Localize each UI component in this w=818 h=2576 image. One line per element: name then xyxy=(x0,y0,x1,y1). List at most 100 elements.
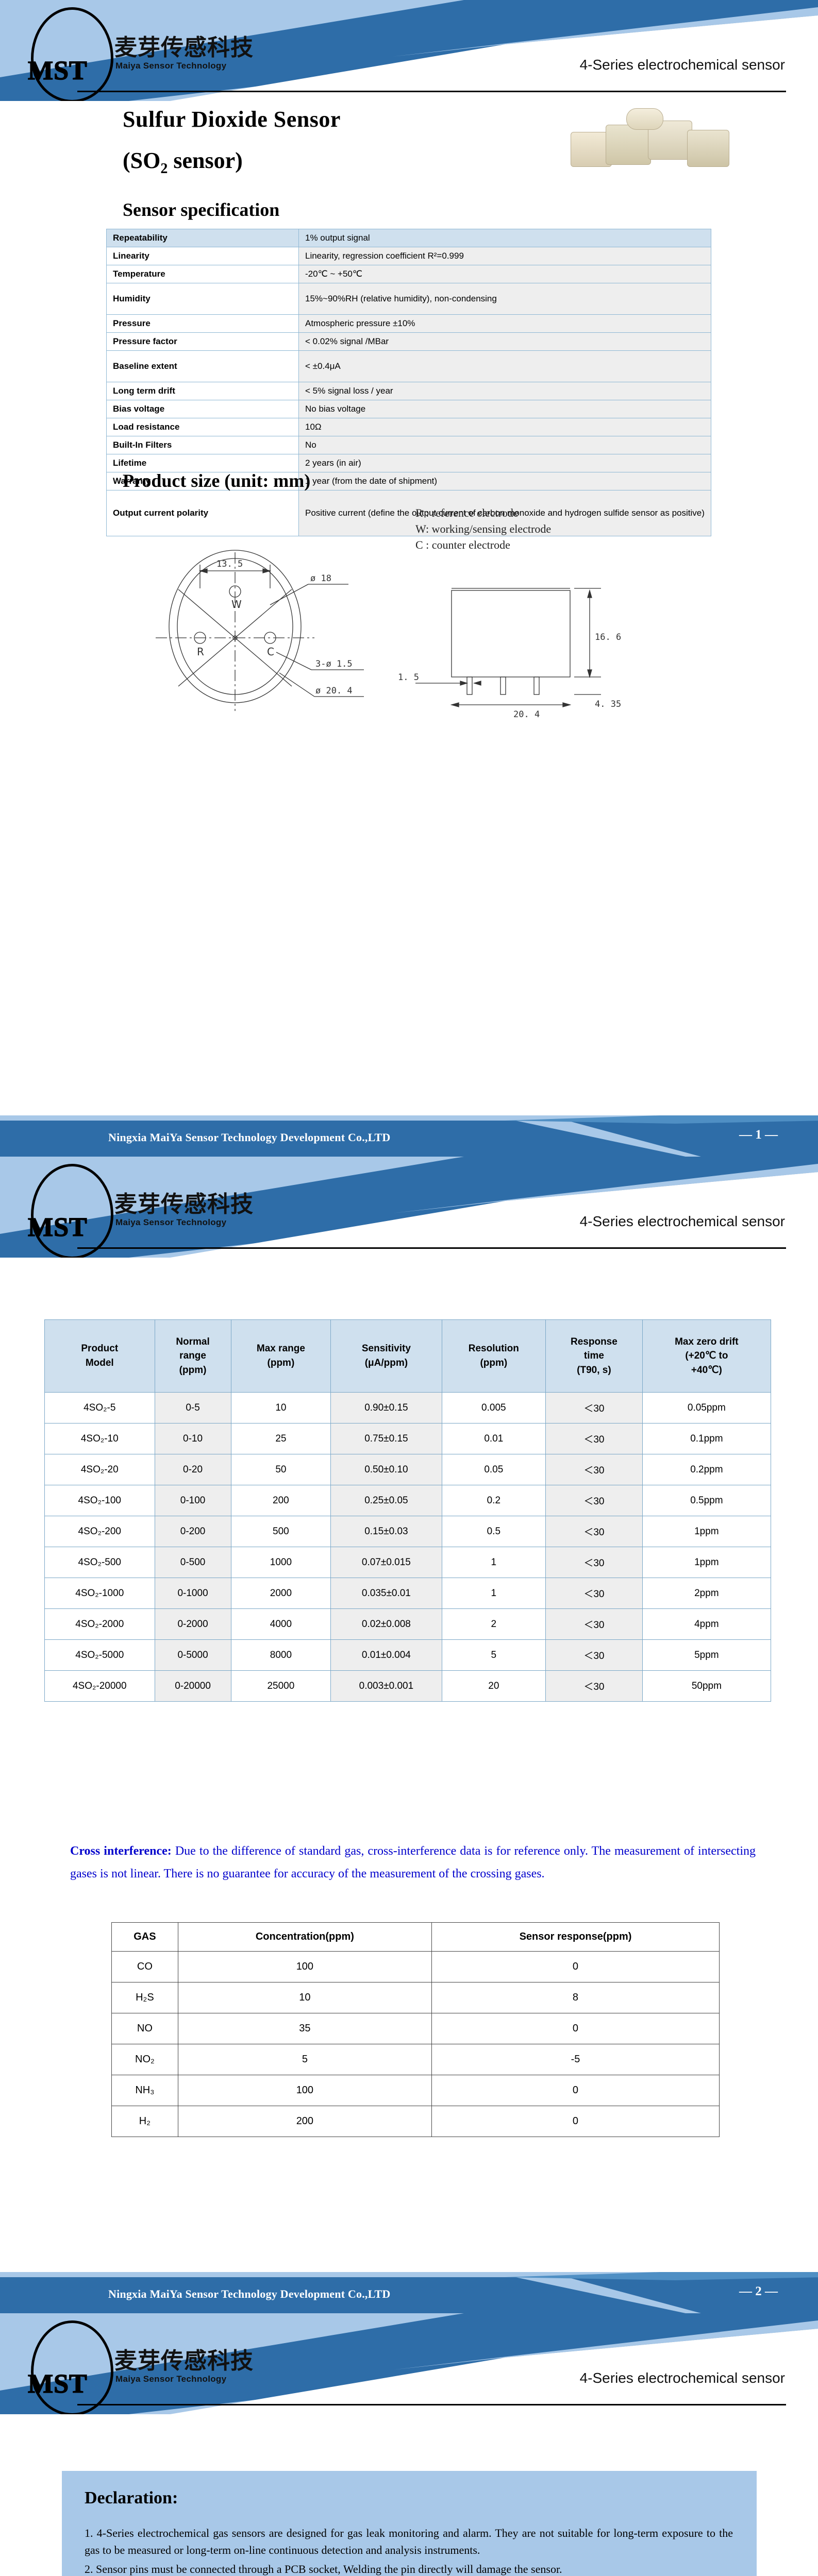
label-c: C xyxy=(267,646,274,658)
spec-key: Lifetime xyxy=(106,454,299,472)
table-cell: ＜30 xyxy=(545,1608,643,1640)
page-3: MST 麦芽传感科技 Maiya Sensor Technology 4-Ser… xyxy=(0,2313,818,2576)
spec-value: < 0.02% signal /MBar xyxy=(298,332,711,351)
footer-company-name: Ningxia MaiYa Sensor Technology Developm… xyxy=(108,1131,391,1144)
table-cell: 100 xyxy=(177,2075,432,2106)
label-r: R xyxy=(197,646,204,658)
column-header: Product Model xyxy=(44,1319,155,1393)
table-cell: 4SO₂-20 xyxy=(44,1454,155,1485)
table-row: H₂S 10 8 xyxy=(111,1982,720,2013)
table-row: Repeatability 1% output signal xyxy=(106,229,711,247)
table-row: 4SO₂-1000 0-1000 2000 0.035±0.01 1 ＜30 2ppm xyxy=(44,1578,772,1609)
table-row: Baseline extent < ±0.4μA xyxy=(106,350,711,382)
page-footer: Ningxia MaiYa Sensor Technology Developm… xyxy=(0,2272,818,2313)
sensor-specification-table: Repeatability 1% output signal Linearity Li… xyxy=(106,229,711,536)
table-cell: ＜30 xyxy=(545,1485,643,1516)
column-header: Resolution (ppm) xyxy=(441,1319,546,1393)
table-header-row: GAS Concentration(ppm) Sensor response(ppm… xyxy=(111,1922,720,1952)
page-subtitle: (SO2 sensor) xyxy=(123,147,243,177)
table-row: Load resistance 10Ω xyxy=(106,418,711,436)
table-row: Bias voltage No bias voltage xyxy=(106,400,711,418)
table-cell: 0.90±0.15 xyxy=(330,1392,442,1423)
table-cell: 0.2 xyxy=(441,1485,546,1516)
table-row: 4SO₂-500 0-500 1000 0.07±0.015 1 ＜30 1ppm xyxy=(44,1547,772,1578)
table-cell: ＜30 xyxy=(545,1423,643,1454)
table-cell: 4ppm xyxy=(642,1608,772,1640)
table-cell: 0-20000 xyxy=(154,1670,231,1702)
table-row: NO 35 0 xyxy=(111,2013,720,2044)
spec-heading: Sensor specification xyxy=(123,199,280,220)
legend-w: W: working/sensing electrode xyxy=(415,522,552,536)
page-number: — 1 — xyxy=(739,1128,778,1142)
table-row: H₂ 200 0 xyxy=(111,2106,720,2137)
logo-english-name: Maiya Sensor Technology xyxy=(115,1217,227,1227)
spec-value: Linearity, regression coefficient R²=0.9… xyxy=(298,247,711,265)
column-header: Concentration(ppm) xyxy=(177,1922,432,1952)
table-cell: 2ppm xyxy=(642,1578,772,1609)
dim-d18-label: ø 18 xyxy=(310,573,331,584)
column-header: Sensitivity (μA/ppm) xyxy=(330,1319,442,1393)
page-3-content: Declaration: 1. 4-Series electrochemical… xyxy=(0,2414,818,2576)
table-cell: CO xyxy=(111,1951,178,1982)
table-cell: NH₃ xyxy=(111,2075,178,2106)
spec-key: Baseline extent xyxy=(106,350,299,382)
header-rule xyxy=(77,1247,786,1249)
cross-interference-text: Due to the difference of standard gas, c… xyxy=(70,1844,756,1881)
table-row: Built-In Filters No xyxy=(106,436,711,454)
table-cell: 1ppm xyxy=(642,1547,772,1578)
table-cell: 4SO₂-100 xyxy=(44,1485,155,1516)
column-header: GAS xyxy=(111,1922,178,1952)
cross-interference-label: Cross interference: xyxy=(70,1844,172,1858)
table-cell: 8000 xyxy=(230,1639,331,1671)
logo-mst-text: MST xyxy=(27,1212,88,1243)
table-cell: 500 xyxy=(230,1516,331,1547)
logo-english-name: Maiya Sensor Technology xyxy=(115,2374,227,2384)
spec-key: Warranty xyxy=(106,472,299,490)
spec-key: Pressure factor xyxy=(106,332,299,351)
spec-key: Pressure xyxy=(106,314,299,333)
table-cell: 0.05ppm xyxy=(642,1392,772,1423)
subtitle-pre: (SO xyxy=(123,148,161,173)
table-cell: 4SO₂-20000 xyxy=(44,1670,155,1702)
table-cell: 4SO₂-1000 xyxy=(44,1578,155,1609)
table-cell: ＜30 xyxy=(545,1392,643,1423)
table-cell: 0.003±0.001 xyxy=(330,1670,442,1702)
table-cell: 5ppm xyxy=(642,1639,772,1671)
spec-value: < 5% signal loss / year xyxy=(298,382,711,400)
logo-oval-icon xyxy=(31,7,113,101)
table-cell: 20 xyxy=(441,1670,546,1702)
table-cell: 0 xyxy=(431,2106,720,2137)
spec-key: Humidity xyxy=(106,283,299,315)
table-cell: 4SO₂-2000 xyxy=(44,1608,155,1640)
table-cell: 0.005 xyxy=(441,1392,546,1423)
product-photo xyxy=(565,106,736,181)
table-cell: 0-100 xyxy=(154,1485,231,1516)
spec-value: Atmospheric pressure ±10% xyxy=(298,314,711,333)
table-row: Lifetime 2 years (in air) xyxy=(106,454,711,472)
logo-chinese-name: 麦芽传感科技 xyxy=(114,1191,254,1217)
legend-c: C : counter electrode xyxy=(415,538,510,552)
spec-value: 10Ω xyxy=(298,418,711,436)
spec-value: No xyxy=(298,436,711,454)
sensor-can-5 xyxy=(626,108,663,130)
spec-key: Load resistance xyxy=(106,418,299,436)
page-title: Sulfur Dioxide Sensor xyxy=(123,107,341,132)
declaration-heading: Declaration: xyxy=(85,2488,178,2507)
table-cell: 0.05 xyxy=(441,1454,546,1485)
page-1: MST 麦芽传感科技 Maiya Sensor Technology 4-Ser… xyxy=(0,0,818,1157)
table-cell: H₂S xyxy=(111,1982,178,2013)
logo-chinese-name: 麦芽传感科技 xyxy=(114,2348,254,2374)
spec-key: Bias voltage xyxy=(106,400,299,418)
table-cell: 0.01±0.004 xyxy=(330,1639,442,1671)
table-cell: 0 xyxy=(431,2013,720,2044)
spec-value: No bias voltage xyxy=(298,400,711,418)
table-cell: 4000 xyxy=(230,1608,331,1640)
product-dimension-drawing: 13. 5 ø 18 3-ø 1.5 ø 20. 4 W R C xyxy=(106,503,714,720)
table-cell: 0.02±0.008 xyxy=(330,1608,442,1640)
table-cell: 0-10 xyxy=(154,1423,231,1454)
table-row: NH₃ 100 0 xyxy=(111,2075,720,2106)
table-cell: 1000 xyxy=(230,1547,331,1578)
cross-interference-note: Cross interference: Due to the differenc… xyxy=(70,1840,756,1886)
table-cell: 50 xyxy=(230,1454,331,1485)
logo-mst-text: MST xyxy=(27,2369,88,2399)
